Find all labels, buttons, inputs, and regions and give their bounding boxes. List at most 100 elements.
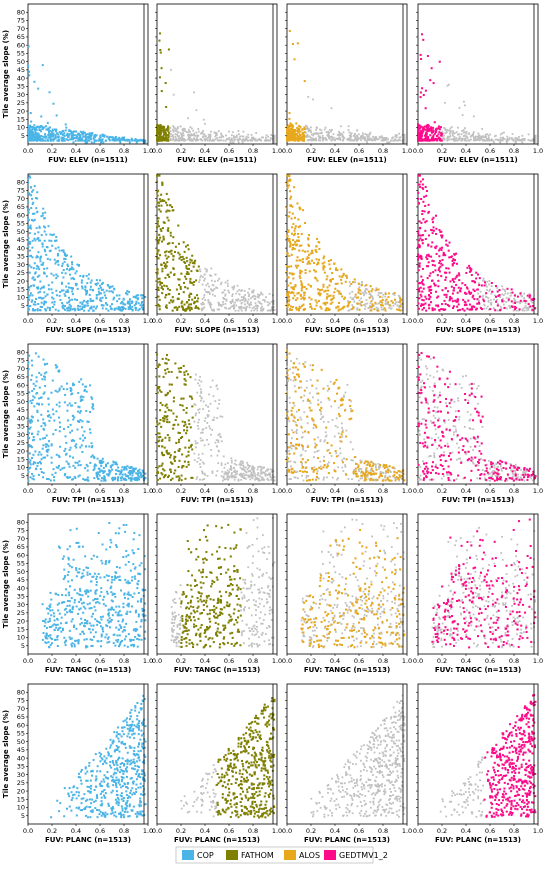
background-point: [395, 301, 397, 304]
data-point: [69, 307, 72, 310]
background-point: [357, 137, 359, 140]
background-point: [448, 129, 450, 132]
data-point: [90, 138, 93, 141]
data-point: [294, 240, 297, 243]
background-point: [231, 295, 234, 297]
y-tick-label: 55: [17, 220, 25, 228]
data-point: [66, 265, 69, 268]
data-point: [417, 125, 420, 128]
background-point: [250, 303, 253, 306]
data-point: [299, 225, 302, 228]
background-point: [336, 137, 339, 140]
data-point: [310, 259, 313, 262]
data-point: [291, 212, 294, 215]
background-point: [476, 136, 479, 139]
data-point: [93, 134, 96, 137]
data-point: [66, 263, 69, 266]
background-point: [397, 301, 400, 304]
data-point: [81, 301, 84, 304]
background-point: [515, 139, 518, 142]
data-point: [116, 300, 119, 303]
data-point: [186, 267, 189, 270]
data-point: [141, 294, 144, 297]
background-point: [372, 135, 374, 138]
data-point: [160, 67, 163, 70]
data-point: [424, 128, 427, 131]
data-point: [77, 139, 80, 142]
data-point: [168, 301, 171, 304]
background-point: [272, 299, 275, 302]
background-point: [471, 134, 474, 137]
data-point: [48, 136, 51, 139]
data-point: [30, 300, 33, 303]
data-point: [73, 307, 76, 310]
data-point: [426, 130, 429, 133]
background-point: [465, 130, 468, 133]
data-point: [156, 136, 159, 139]
data-point: [106, 303, 109, 306]
background-point: [211, 293, 214, 296]
background-point: [351, 139, 354, 142]
background-point: [253, 306, 256, 308]
background-point: [467, 139, 470, 142]
data-point: [71, 136, 74, 139]
data-point: [131, 305, 134, 308]
data-point: [27, 45, 30, 48]
background-point: [395, 139, 398, 142]
background-point: [375, 306, 378, 309]
background-point: [464, 127, 466, 130]
data-point: [64, 255, 67, 258]
background-point: [231, 131, 234, 134]
data-point: [177, 224, 180, 227]
background-point: [226, 137, 228, 140]
data-point: [34, 139, 37, 142]
background-point: [178, 139, 181, 142]
data-point: [84, 136, 87, 139]
data-point: [158, 280, 161, 283]
data-point: [62, 133, 65, 136]
data-point: [112, 137, 115, 140]
background-point: [449, 131, 452, 134]
background-point: [397, 305, 400, 308]
data-point: [39, 257, 42, 260]
x-tick-label: 0.0: [413, 147, 423, 155]
background-point: [445, 131, 448, 134]
background-point: [446, 138, 449, 141]
background-point: [388, 141, 391, 144]
data-point: [27, 245, 30, 248]
data-point: [90, 305, 93, 308]
background-point: [204, 122, 206, 125]
data-point: [82, 275, 85, 278]
background-point: [248, 306, 251, 309]
data-point: [52, 297, 55, 300]
data-point: [127, 138, 130, 141]
data-point: [173, 273, 176, 276]
data-point: [31, 132, 34, 135]
data-point: [99, 138, 102, 141]
data-point: [426, 123, 429, 126]
background-point: [358, 302, 361, 305]
background-point: [268, 309, 271, 312]
background-point: [317, 135, 320, 137]
data-point: [40, 125, 43, 128]
background-point: [230, 134, 233, 137]
background-point: [362, 137, 365, 140]
background-point: [309, 136, 312, 139]
background-point: [172, 130, 175, 133]
data-point: [79, 133, 82, 136]
data-point: [303, 126, 306, 129]
background-point: [348, 134, 351, 137]
data-point: [28, 298, 31, 301]
y-tick-label: 40: [17, 244, 25, 252]
data-point: [293, 234, 296, 237]
background-point: [210, 308, 213, 311]
data-point: [36, 237, 39, 240]
background-point: [484, 135, 487, 138]
background-point: [242, 306, 245, 309]
background-point: [227, 289, 230, 292]
data-point: [165, 250, 168, 253]
data-point: [121, 136, 124, 139]
background-point: [224, 139, 227, 142]
data-point: [32, 126, 35, 129]
data-point: [317, 241, 320, 244]
